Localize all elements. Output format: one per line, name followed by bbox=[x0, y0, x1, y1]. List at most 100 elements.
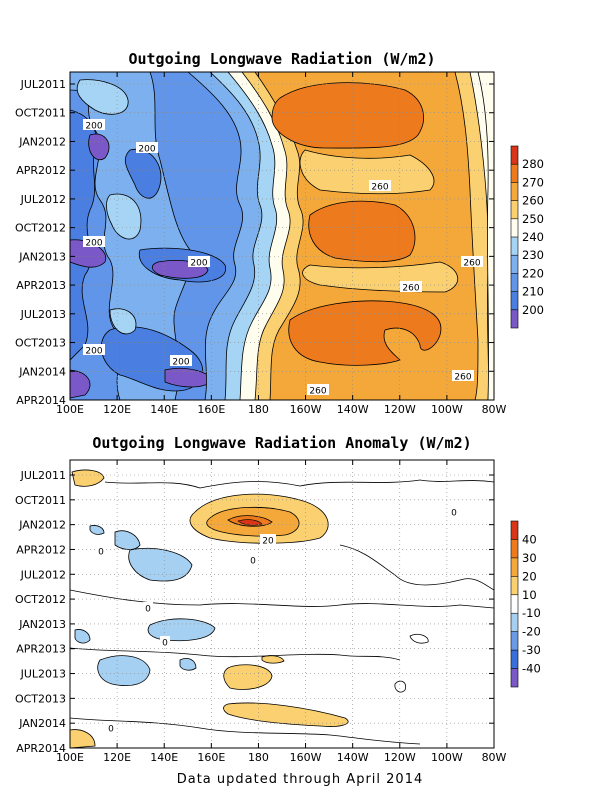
chart1-title: Outgoing Longwave Radiation (W/m2) bbox=[128, 50, 435, 68]
x-tick-label: 160E bbox=[197, 403, 225, 416]
x-tick-label: 160E bbox=[197, 751, 225, 764]
colorbars: 200 210 220 230 240 250 260 270 280 -40 -30 -20 -10 1… bbox=[510, 145, 544, 688]
x-tick-label: 120W bbox=[384, 403, 416, 416]
colorbar-swatch bbox=[511, 309, 518, 328]
chart1-fill-280c bbox=[288, 300, 442, 366]
colorbar-swatch bbox=[511, 146, 518, 165]
x-tick-label: 80W bbox=[482, 751, 507, 764]
chart2-fill-neg-e bbox=[89, 525, 105, 535]
contour-label: 0 bbox=[451, 509, 457, 519]
x-tick-label: 180 bbox=[248, 403, 269, 416]
x-tick-label: 100W bbox=[431, 403, 463, 416]
colorbar-label: -10 bbox=[522, 606, 541, 620]
y-tick-label: JUL2012 bbox=[20, 568, 66, 581]
plot-frame bbox=[69, 71, 495, 401]
contour-label-bg bbox=[136, 142, 158, 153]
y-tick-label: APR2013 bbox=[16, 279, 66, 292]
colorbar-swatch bbox=[511, 576, 518, 595]
y-tick-label: APR2012 bbox=[16, 543, 66, 556]
colorbar-swatch bbox=[511, 291, 518, 310]
y-tick-label: APR2013 bbox=[16, 643, 66, 656]
contour-label: 0 bbox=[108, 725, 114, 735]
contour-label-bg bbox=[143, 602, 153, 613]
contour-label-bg bbox=[170, 355, 192, 366]
y-tick-label: JAN2014 bbox=[18, 365, 66, 378]
contour-label: 260 bbox=[371, 183, 388, 193]
chart2-fill-neg-d bbox=[97, 655, 151, 687]
colorbar-swatch bbox=[511, 631, 518, 651]
chart1-fill-230c bbox=[109, 308, 137, 335]
y-tick-label: JUL2013 bbox=[20, 668, 66, 681]
chart1-fill-230a bbox=[76, 79, 129, 115]
contour-label-bg bbox=[307, 384, 329, 395]
x-tick-label: 160W bbox=[290, 403, 322, 416]
chart2-contour-a bbox=[104, 479, 494, 489]
y-tick-label: JAN2013 bbox=[18, 250, 66, 263]
axes: 100E 120E 140E 160E 180 160W 140W 120W 100W 80W JU… bbox=[15, 71, 507, 764]
chart1-fill-east bbox=[477, 72, 494, 400]
colorbar-swatch bbox=[511, 255, 518, 274]
colorbar-swatch bbox=[511, 557, 518, 577]
chart2-fill-pos-f bbox=[223, 664, 273, 690]
y-tick-label: OCT2013 bbox=[15, 337, 66, 350]
y-tick-label: JAN2012 bbox=[18, 519, 66, 532]
contour-label-bg bbox=[160, 636, 170, 647]
chart2-fill-pos-d bbox=[237, 519, 263, 526]
x-tick-label: 100W bbox=[431, 751, 463, 764]
y-tick-label: JAN2014 bbox=[18, 717, 66, 730]
chart2-fill-neg-b bbox=[128, 547, 193, 582]
y-tick-label: OCT2011 bbox=[15, 494, 66, 507]
y-tick-label: JAN2012 bbox=[18, 135, 66, 148]
contour-label: 20 bbox=[262, 537, 274, 547]
colorbar-swatch bbox=[511, 218, 518, 237]
contour-label-bg bbox=[461, 256, 483, 267]
contour-label: 200 bbox=[85, 347, 102, 357]
y-tick-label: OCT2012 bbox=[15, 222, 66, 235]
colorbar-swatch bbox=[511, 182, 518, 201]
y-tick-label: OCT2013 bbox=[15, 692, 66, 705]
chart2-plot bbox=[70, 460, 494, 748]
chart2-fill-pos-i bbox=[70, 729, 96, 748]
footer-note: Data updated through April 2014 bbox=[176, 772, 424, 787]
chart2-contour-c bbox=[70, 589, 494, 609]
colorbar-swatch bbox=[511, 237, 518, 256]
x-tick-label: 80W bbox=[482, 403, 507, 416]
x-tick-label: 120W bbox=[384, 751, 416, 764]
contour-label: 200 bbox=[172, 358, 189, 368]
y-tick-label: JUL2011 bbox=[20, 469, 66, 482]
x-tick-label: 100E bbox=[56, 751, 84, 764]
chart2-fill-neg-f bbox=[74, 629, 91, 644]
x-tick-label: 160W bbox=[290, 751, 322, 764]
chart2-contour-e bbox=[70, 717, 421, 745]
colorbar-frame bbox=[510, 520, 519, 688]
contour-label: 260 bbox=[454, 373, 471, 383]
x-tick-label: 140W bbox=[337, 751, 369, 764]
colorbar-label: 220 bbox=[522, 266, 544, 280]
colorbar-label: 10 bbox=[522, 588, 537, 602]
x-tick-label: 120E bbox=[103, 751, 131, 764]
colorbar-label: 210 bbox=[522, 285, 544, 299]
colorbar-label: -20 bbox=[522, 625, 541, 639]
colorbar-swatch bbox=[511, 539, 518, 558]
colorbar-swatch bbox=[511, 200, 518, 219]
chart1-fill-200a bbox=[88, 133, 110, 161]
chart1-fill-200e bbox=[70, 369, 91, 399]
contour-label: 260 bbox=[309, 387, 326, 397]
colorbar-label: 200 bbox=[522, 303, 544, 317]
chart2-title: Outgoing Longwave Radiation Anomaly (W/m… bbox=[92, 434, 471, 452]
colorbar-swatch bbox=[511, 273, 518, 292]
y-tick-label: APR2012 bbox=[16, 164, 66, 177]
colorbar-swatch bbox=[511, 164, 518, 183]
contour-label-bg bbox=[83, 119, 105, 130]
contour-label: 260 bbox=[463, 259, 480, 269]
chart2-fill-neg-c bbox=[147, 618, 216, 642]
chart2-fill-pos-e bbox=[71, 469, 105, 487]
contour-label: 260 bbox=[402, 284, 419, 294]
x-tick-label: 140E bbox=[150, 403, 178, 416]
chart1-fill-hole-a bbox=[299, 149, 435, 195]
chart2-contour-d bbox=[70, 647, 401, 661]
x-tick-label: 140E bbox=[150, 751, 178, 764]
chart2-contour-g bbox=[409, 634, 429, 644]
